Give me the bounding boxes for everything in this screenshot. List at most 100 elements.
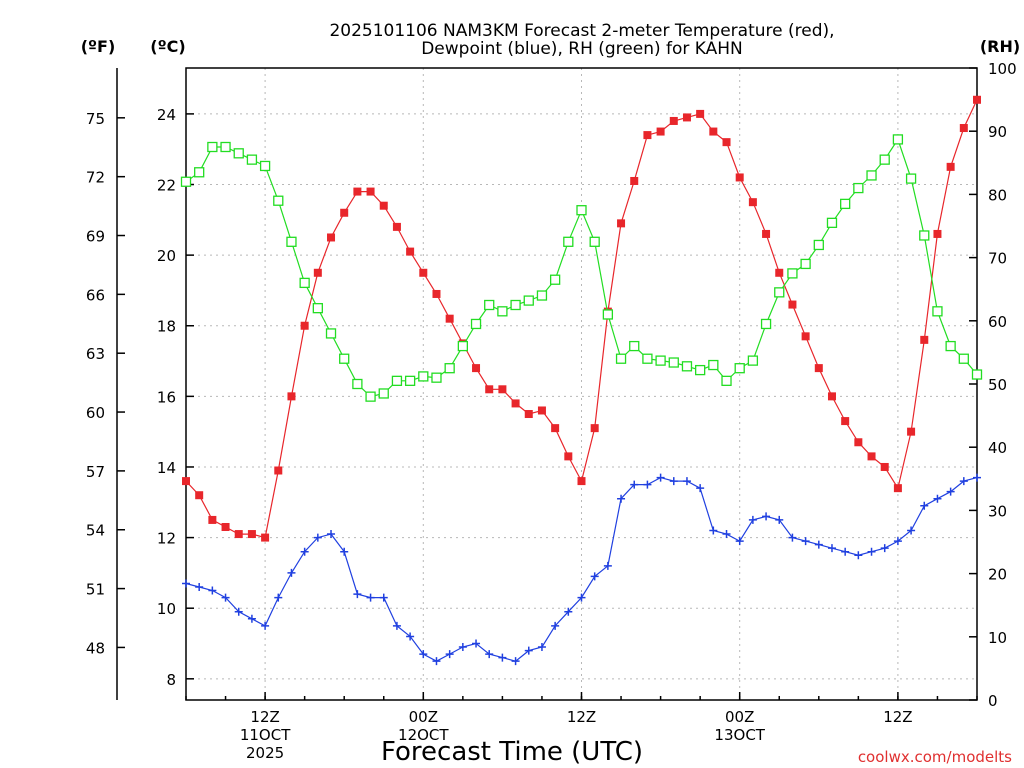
rh-point xyxy=(879,154,890,165)
rh-tick-label: 70 xyxy=(988,250,1007,268)
fahrenheit-unit-label: (ºF) xyxy=(81,37,116,56)
dewpoint-point xyxy=(353,590,362,599)
2-meter-temperature-point xyxy=(959,124,968,133)
dewpoint-point xyxy=(234,607,243,616)
rh-point xyxy=(194,167,205,178)
dewpoint-point xyxy=(814,540,823,549)
x-axis-label: Forecast Time (UTC) xyxy=(381,737,643,767)
dewpoint-point xyxy=(472,639,481,648)
celsius-tick-label: 18 xyxy=(157,318,176,336)
rh-point xyxy=(563,236,574,247)
dewpoint-point xyxy=(788,533,797,542)
dewpoint-point xyxy=(564,607,573,616)
rh-point xyxy=(233,148,244,159)
x-tick-label: 12Z xyxy=(883,708,912,726)
celsius-tick-label: 12 xyxy=(157,530,176,548)
rh-point xyxy=(826,217,838,228)
dewpoint-point xyxy=(762,512,771,521)
dewpoint-point xyxy=(247,614,256,623)
rh-point xyxy=(484,299,495,311)
rh-point xyxy=(919,230,930,241)
chart-title-line2: Dewpoint (blue), RH (green) for KAHN xyxy=(421,39,743,59)
rh-point xyxy=(299,277,310,289)
rh-point xyxy=(958,353,969,364)
dewpoint-point xyxy=(590,572,599,581)
dewpoint-point xyxy=(959,477,968,486)
rh-point xyxy=(589,236,600,247)
fahrenheit-tick-label: 63 xyxy=(86,345,105,363)
dewpoint-point xyxy=(577,593,586,602)
x-tick-label: 00Z xyxy=(409,708,438,726)
dewpoint-point xyxy=(419,650,428,659)
fahrenheit-tick-label: 69 xyxy=(86,228,105,246)
x-tick-label: 00Z xyxy=(725,708,754,726)
2-meter-temperature-point xyxy=(182,477,190,486)
rh-point xyxy=(695,364,706,376)
rh-point xyxy=(576,205,587,216)
fahrenheit-tick-label: 54 xyxy=(86,522,105,540)
2-meter-temperature-point xyxy=(696,109,705,118)
rh-tick-label: 50 xyxy=(988,376,1007,394)
dewpoint-point xyxy=(511,657,520,666)
rh-point xyxy=(760,318,772,330)
2-meter-temperature-point xyxy=(709,127,718,136)
x-tick-date: 11OCT xyxy=(240,726,291,744)
rh-point xyxy=(220,141,231,153)
dewpoint-point xyxy=(182,579,190,588)
rh-point xyxy=(431,372,442,383)
dewpoint-point xyxy=(551,621,560,630)
2-meter-temperature-point xyxy=(406,247,415,256)
fahrenheit-tick-label: 57 xyxy=(86,463,105,481)
dewpoint-point xyxy=(669,477,678,486)
dewpoint-point xyxy=(221,593,230,602)
rh-tick-label: 40 xyxy=(988,439,1007,457)
rh-tick-label: 80 xyxy=(988,186,1007,204)
rh-point xyxy=(905,173,917,184)
dewpoint-point xyxy=(432,657,441,666)
rh-point xyxy=(708,359,719,371)
rh-point xyxy=(642,353,653,364)
dewpoint-point xyxy=(722,530,731,539)
rh-tick-label: 0 xyxy=(988,692,998,710)
2-meter-temperature-point xyxy=(590,424,599,433)
2-meter-temperature-point xyxy=(880,462,889,471)
2-meter-temperature-point xyxy=(682,113,691,122)
2-meter-temperature-point xyxy=(630,176,639,185)
rh-point xyxy=(365,391,376,402)
dewpoint-point xyxy=(537,643,546,652)
2-meter-temperature-point xyxy=(551,424,560,433)
celsius-tick-label: 24 xyxy=(157,106,176,124)
dewpoint-point xyxy=(827,544,836,553)
rh-point xyxy=(629,340,640,352)
rh-point xyxy=(681,361,693,372)
rh-tick-label: 30 xyxy=(988,502,1007,520)
dewpoint-point xyxy=(841,547,850,556)
2-meter-temperature-point xyxy=(537,406,546,415)
rh-point xyxy=(747,355,759,366)
celsius-tick-label: 20 xyxy=(157,247,176,265)
x-tick-date: 13OCT xyxy=(714,726,765,744)
rh-point xyxy=(180,176,192,187)
dewpoint-point xyxy=(287,568,296,577)
dewpoint-point xyxy=(313,533,322,542)
2-meter-temperature-point xyxy=(445,314,454,323)
x-tick-label: 12Z xyxy=(567,708,596,726)
2-meter-temperature-point xyxy=(366,187,375,196)
dewpoint-point xyxy=(208,586,217,595)
2-meter-temperature-point xyxy=(643,131,652,140)
rh-point xyxy=(404,375,416,386)
dewpoint-point xyxy=(709,526,718,535)
rh-point xyxy=(892,134,904,145)
rh-point xyxy=(853,182,864,194)
2-meter-temperature-point xyxy=(827,392,836,401)
rh-point xyxy=(655,355,666,366)
2-meter-temperature-point xyxy=(234,530,243,539)
fahrenheit-tick-label: 48 xyxy=(86,639,105,657)
dewpoint-point xyxy=(867,547,876,556)
dewpoint-point xyxy=(630,480,639,489)
rh-tick-label: 20 xyxy=(988,566,1007,584)
2-meter-temperature-point xyxy=(287,392,296,401)
2-meter-temperature-point xyxy=(841,417,850,426)
2-meter-temperature-point xyxy=(775,268,784,277)
